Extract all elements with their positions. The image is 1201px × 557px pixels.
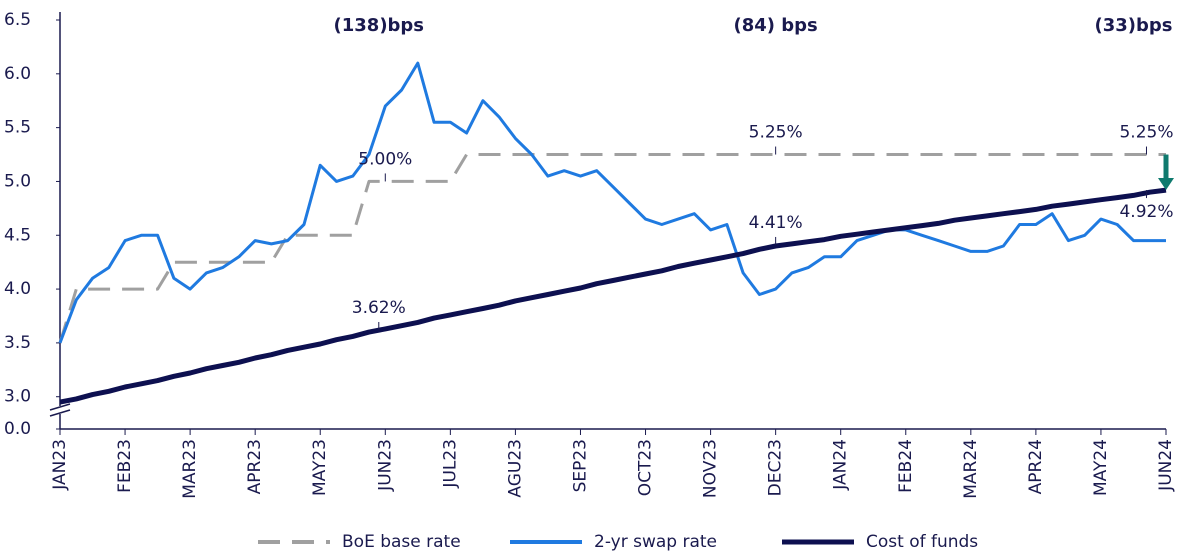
y-tick-label: 5.5 — [4, 118, 31, 138]
legend-label: Cost of funds — [866, 532, 978, 552]
arrow-head — [1158, 178, 1174, 191]
annotation: 5.00% — [358, 149, 412, 169]
axis-break — [49, 403, 71, 411]
x-tick-label: APR23 — [245, 439, 265, 494]
y-tick-label: 4.5 — [4, 225, 31, 245]
series-line — [58, 153, 1166, 344]
x-tick-label: JAN23 — [50, 439, 70, 491]
x-tick-label: JUN24 — [1156, 439, 1176, 492]
axis-break — [49, 409, 71, 417]
x-tick-label: JAN24 — [831, 439, 851, 491]
annotation: (33)bps — [1094, 15, 1172, 36]
x-tick-label: JUL23 — [440, 439, 460, 489]
y-tick-label: 4.0 — [4, 279, 31, 299]
y-tick-label: 0.0 — [4, 419, 31, 439]
x-tick-label: MAR24 — [961, 439, 981, 499]
x-tick-label: NOV23 — [701, 439, 721, 498]
y-tick-label: 5.0 — [4, 171, 31, 191]
x-tick-label: MAY23 — [310, 439, 330, 496]
axis-break-gap — [56, 406, 64, 414]
x-tick-label: APR24 — [1026, 439, 1046, 494]
y-tick-label: 3.5 — [4, 333, 31, 353]
annotation: 4.41% — [749, 213, 803, 233]
x-tick-label: JUN23 — [375, 439, 395, 492]
x-tick-label: FEB23 — [115, 439, 135, 493]
y-tick-label: 6.5 — [4, 10, 31, 30]
x-tick-label: MAY24 — [1091, 439, 1111, 496]
annotation: 4.92% — [1119, 202, 1173, 222]
annotation: (84) bps — [734, 15, 818, 36]
x-tick-label: MAR23 — [180, 439, 200, 499]
annotation: 3.62% — [352, 298, 406, 318]
x-tick-label: AGU23 — [505, 439, 525, 498]
legend-label: BoE base rate — [342, 532, 461, 552]
y-tick-label: 3.0 — [4, 387, 31, 407]
x-tick-label: SEP23 — [570, 439, 590, 492]
annotation: 5.25% — [1119, 123, 1173, 143]
legend-label: 2-yr swap rate — [594, 532, 717, 552]
annotation: (138)bps — [334, 15, 425, 36]
x-tick-label: DEC23 — [766, 439, 786, 496]
x-tick-label: OCT23 — [636, 439, 656, 496]
series-line — [58, 61, 1166, 344]
series-line — [59, 187, 1167, 405]
annotation: 5.25% — [749, 123, 803, 143]
x-tick-label: FEB24 — [896, 439, 916, 493]
y-tick-label: 6.0 — [4, 64, 31, 84]
